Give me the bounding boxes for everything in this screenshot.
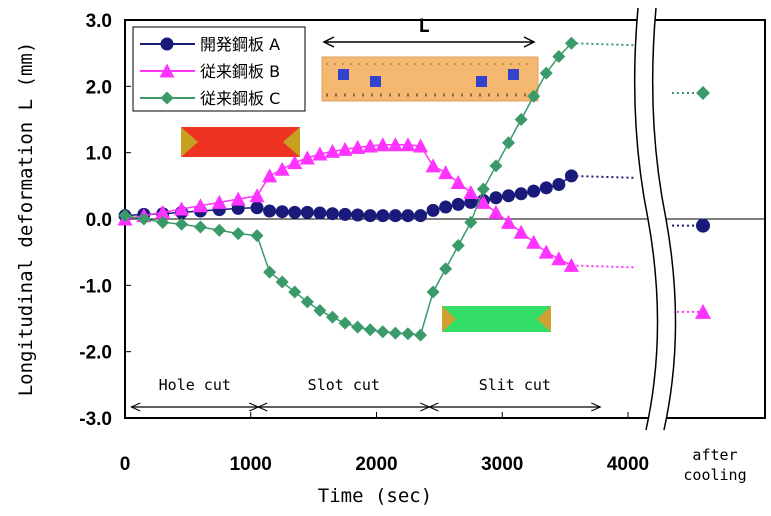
marker: [489, 191, 502, 204]
marker: [696, 219, 710, 233]
marker: [194, 220, 207, 233]
y-tick-label: 0.0: [86, 210, 112, 231]
marker: [552, 178, 565, 191]
marker: [351, 321, 364, 334]
marker: [213, 224, 226, 237]
phase-label: Hole cut: [159, 376, 231, 394]
marker: [251, 229, 264, 242]
marker: [301, 206, 314, 219]
marker: [339, 317, 352, 330]
marker: [276, 205, 289, 218]
x-tick-label: 2000: [355, 454, 397, 475]
marker: [551, 251, 566, 265]
inset-arrow: [324, 37, 534, 47]
inset-label: L: [418, 15, 429, 37]
y-tick-label: -3.0: [79, 409, 112, 430]
marker: [401, 209, 414, 222]
x-tick-label: 1000: [230, 454, 272, 475]
marker: [326, 311, 339, 324]
marker: [262, 168, 277, 182]
marker: [414, 209, 427, 222]
phase-label: Slit cut: [479, 376, 551, 394]
series: [119, 169, 711, 232]
y-tick-label: -1.0: [79, 276, 112, 297]
marker: [376, 325, 389, 338]
marker: [175, 218, 188, 231]
dotted-extension: [571, 265, 636, 267]
marker: [313, 304, 326, 317]
marker: [326, 207, 339, 220]
marker: [232, 227, 245, 240]
chart: L Time (sec) Longitudinal deformation L …: [0, 0, 771, 516]
marker: [414, 329, 427, 342]
marker: [427, 285, 440, 298]
marker: [539, 245, 554, 259]
x-axis-label: Time (sec): [318, 485, 432, 507]
marker: [251, 201, 264, 214]
marker: [464, 216, 477, 229]
marker: [287, 155, 302, 169]
x-tick-label: 0: [120, 454, 131, 475]
marker: [376, 209, 389, 222]
legend-label: 従来鋼板 C: [200, 89, 280, 108]
marker: [427, 204, 440, 217]
marker: [439, 262, 452, 275]
marker: [540, 181, 553, 194]
marker: [313, 207, 326, 220]
phase-label: Slot cut: [308, 376, 380, 394]
y-tick-label: 1.0: [86, 144, 112, 165]
legend-label: 開発鋼板 A: [200, 35, 280, 54]
dotted-extension: [571, 43, 636, 45]
marker: [452, 239, 465, 252]
marker: [438, 165, 453, 179]
marker: [364, 209, 377, 222]
marker: [275, 162, 290, 176]
marker: [250, 188, 265, 202]
x-tick-label: 4000: [607, 454, 649, 475]
y-tick-label: 2.0: [86, 77, 112, 98]
marker: [502, 136, 515, 149]
marker: [515, 113, 528, 126]
after-label: after: [692, 446, 737, 464]
marker: [161, 38, 174, 51]
y-axis-label: Longitudinal deformation L (mm): [15, 42, 37, 397]
legend: 開発鋼板 A 従来鋼板 B 従来鋼板 C: [133, 27, 305, 111]
marker: [389, 209, 402, 222]
y-tick-label: -2.0: [79, 343, 112, 364]
marker: [515, 187, 528, 200]
marker: [489, 159, 502, 172]
marker: [401, 327, 414, 340]
dotted-extension: [571, 176, 636, 178]
marker: [439, 201, 452, 214]
marker: [263, 205, 276, 218]
marker: [463, 185, 478, 199]
marker: [526, 235, 541, 249]
marker: [300, 150, 315, 164]
marker: [514, 225, 529, 239]
y-tick-label: 3.0: [86, 11, 112, 32]
series-line: [125, 145, 571, 266]
marker: [527, 185, 540, 198]
legend-label: 従来鋼板 B: [200, 62, 280, 81]
marker: [451, 175, 466, 189]
marker: [364, 323, 377, 336]
marker: [339, 208, 352, 221]
marker: [565, 169, 578, 182]
marker: [502, 189, 515, 202]
marker: [351, 209, 364, 222]
x-tick-label: 3000: [481, 454, 523, 475]
after-label: cooling: [683, 466, 746, 484]
marker: [540, 67, 553, 80]
marker: [477, 183, 490, 196]
marker: [696, 86, 710, 100]
marker: [389, 327, 402, 340]
marker: [426, 158, 441, 172]
marker: [488, 205, 503, 219]
marker: [452, 198, 465, 211]
marker: [288, 206, 301, 219]
marker: [501, 215, 516, 229]
